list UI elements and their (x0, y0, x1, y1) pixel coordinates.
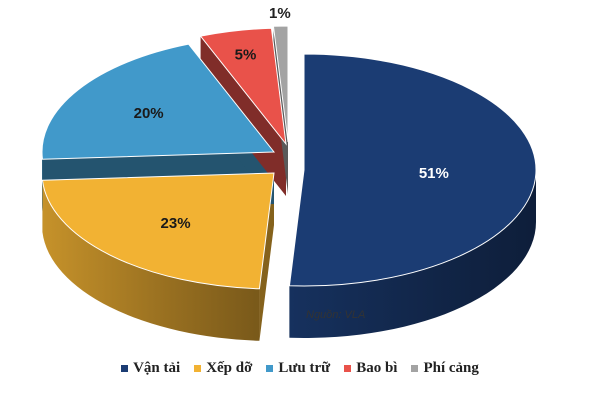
slice-label-van-tai: 51% (419, 165, 449, 182)
legend-label-bao-bi: Bao bì (356, 360, 398, 376)
legend-label-luu-tru: Lưu trữ (278, 360, 331, 376)
slice-label-luu-tru: 20% (134, 105, 164, 122)
legend-item-luu-tru: Lưu trữ (266, 360, 330, 377)
slice-bao-bi (199, 27, 287, 146)
legend-label-phi-cang: Phí cảng (423, 360, 479, 376)
slice-phi-cang (272, 25, 289, 143)
source-note: Nguồn: VLA (306, 309, 366, 321)
legend-swatch-van-tai (121, 365, 129, 372)
legend-swatch-phi-cang (411, 365, 419, 372)
pie-chart: 51% 23% 20% 5% 1% (41, 5, 537, 341)
legend: Vận tải Xếp dỡ Lưu trữ Bao bì Phí cảng (0, 360, 600, 377)
legend-swatch-bao-bi (344, 365, 352, 372)
slice-side-van-tai-0 (289, 170, 536, 338)
slice-van-tai (288, 53, 537, 287)
slice-label-phi-cang: 1% (269, 5, 291, 22)
legend-item-xep-do: Xếp dỡ (194, 360, 252, 377)
slice-luu-tru (41, 43, 276, 160)
legend-item-van-tai: Vận tải (121, 360, 180, 377)
pie-tops (41, 25, 537, 290)
legend-label-van-tai: Vận tải (133, 360, 181, 376)
slice-xep-do (41, 172, 275, 290)
pie-labels: 51% 23% 20% 5% 1% (134, 5, 449, 232)
slice-side-xep-do-0 (42, 180, 260, 341)
legend-label-xep-do: Xếp dỡ (206, 360, 253, 376)
legend-item-phi-cang: Phí cảng (411, 360, 479, 377)
legend-item-bao-bi: Bao bì (344, 360, 397, 377)
legend-swatch-luu-tru (266, 365, 274, 372)
slice-label-bao-bi: 5% (235, 46, 257, 63)
legend-swatch-xep-do (194, 365, 202, 372)
slice-label-xep-do: 23% (161, 215, 191, 232)
